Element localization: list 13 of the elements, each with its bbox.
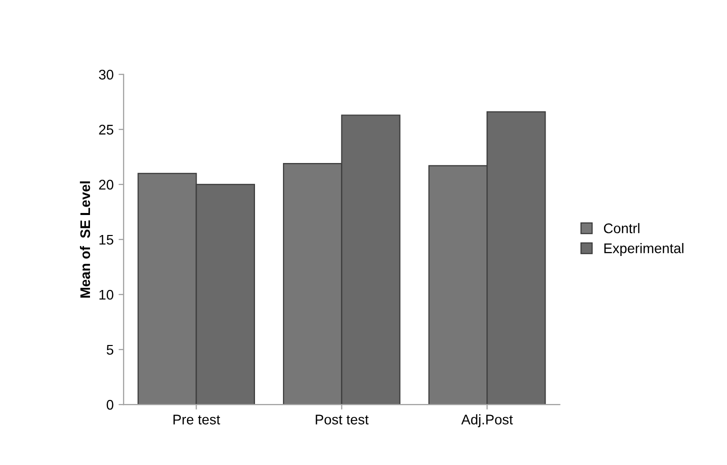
y-tick-label: 30 [98,70,114,80]
legend-label: Experimental [604,243,684,256]
y-tick-label: 25 [99,124,114,135]
y-axis-title: Mean of SE Level [80,181,90,298]
y-tick-label: 20 [99,180,114,190]
x-tick-label: Pre test [174,414,220,424]
y-tick-label: 5 [106,345,114,355]
x-tick-label: Adj.Post [461,414,513,428]
y-tick-label: 0 [106,400,114,410]
y-tick-label: 10 [99,290,114,300]
y-tick-label: 15 [99,234,114,245]
legend-label: Contrl [604,223,640,234]
x-tick-label: Post test [316,414,369,424]
